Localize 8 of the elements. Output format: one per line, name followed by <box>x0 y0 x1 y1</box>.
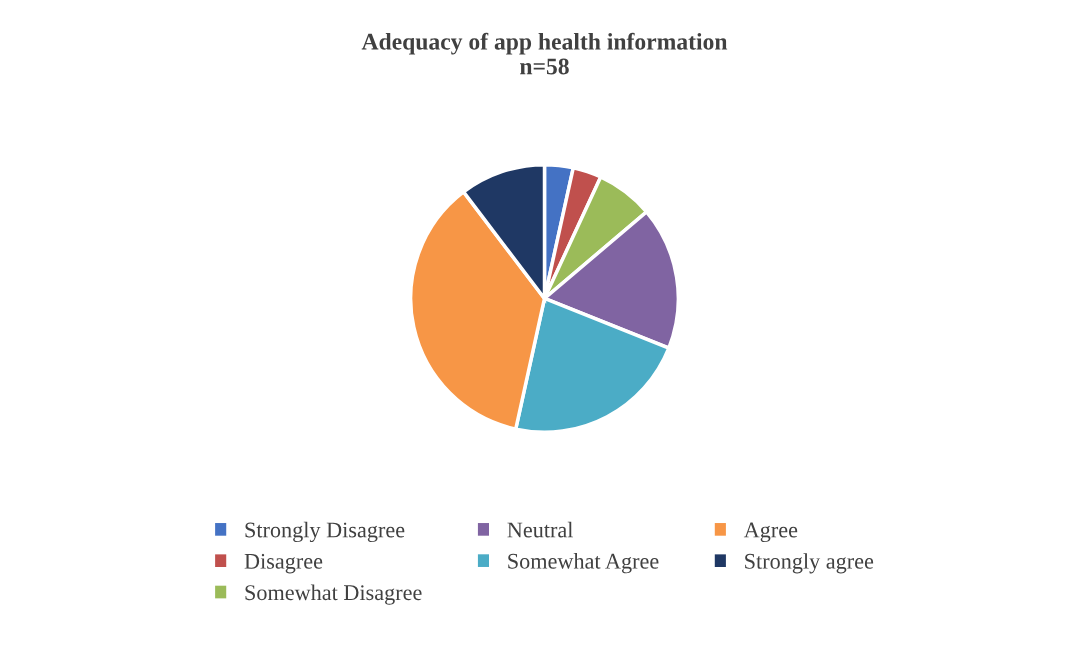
legend-label: Disagree <box>244 553 323 574</box>
legend-label: Agree <box>743 522 798 543</box>
chart-title: Adequacy of app health information n=58 <box>361 32 728 75</box>
legend-label: Strongly agree <box>745 553 874 574</box>
legend-label: Neutral <box>507 521 573 538</box>
legend-label: Somewhat Disagree <box>245 584 422 605</box>
legend-label: Strongly Disagree <box>245 521 405 543</box>
legend-label: Somewhat Agree <box>508 553 659 574</box>
